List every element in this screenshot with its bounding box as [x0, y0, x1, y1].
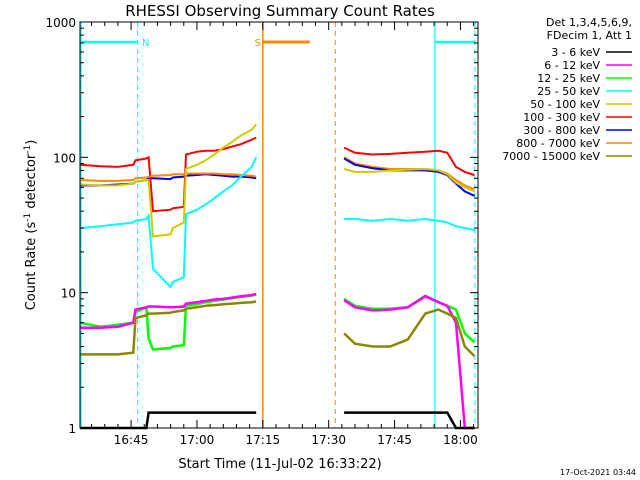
- legend-label: 3 - 6 keV: [551, 46, 600, 59]
- y-label-exp: -1: [23, 213, 33, 222]
- legend-label: 300 - 800 keV: [523, 124, 600, 137]
- y-tick-label: 1: [68, 422, 76, 436]
- y-label-part: ): [24, 140, 39, 145]
- series-line: [343, 167, 475, 193]
- legend-label: 25 - 50 keV: [537, 85, 600, 98]
- legend-header-line: FDecim 1, Att 1: [547, 29, 632, 42]
- legend-header-line: Det 1,3,4,5,6,9,: [546, 16, 632, 29]
- x-axis-label: Start Time (11-Jul-02 16:33:22): [178, 457, 381, 472]
- legend-label: 7000 - 15000 keV: [502, 150, 600, 163]
- y-axis: 1 10 100 1000: [45, 16, 478, 436]
- legend-label: 50 - 100 keV: [530, 98, 600, 111]
- series-line: [80, 123, 257, 238]
- x-tick-label: 18:00: [443, 433, 478, 447]
- x-tick-label: 16:45: [114, 433, 149, 447]
- series-line: [80, 300, 257, 356]
- series-line: [343, 157, 475, 197]
- y-label-part: Count Rate (s: [24, 222, 39, 311]
- series-line: [344, 411, 475, 430]
- series-line: [80, 411, 257, 430]
- legend-label: 12 - 25 keV: [537, 72, 600, 85]
- legend-label: 6 - 12 keV: [544, 59, 600, 72]
- series-line: [343, 308, 476, 357]
- series-line: [343, 156, 475, 191]
- y-tick-label: 100: [53, 151, 76, 165]
- x-tick-label: 17:30: [311, 433, 346, 447]
- chart-title: RHESSI Observing Summary Count Rates: [125, 2, 435, 20]
- y-axis-label: Count Rate (s-1 detector-1): [23, 140, 39, 311]
- series-line: [343, 146, 475, 176]
- series-line: [344, 217, 475, 232]
- x-tick-label: 17:15: [246, 433, 281, 447]
- orbit-marker-label: S: [255, 38, 261, 49]
- x-axis: 16:45 17:00 17:15 17:30 17:45 18:00: [91, 22, 478, 447]
- plot-frame: [79, 21, 479, 429]
- legend: Det 1,3,4,5,6,9, FDecim 1, Att 1 3 - 6 k…: [502, 16, 632, 163]
- legend-label: 800 - 7000 keV: [516, 137, 600, 150]
- series-line: [80, 136, 257, 213]
- series-line: [343, 294, 475, 430]
- y-label-exp: -1: [23, 145, 33, 154]
- x-tick-label: 17:45: [377, 433, 412, 447]
- series-line: [80, 156, 258, 289]
- y-label-part: detector: [24, 153, 39, 213]
- legend-label: 100 - 300 keV: [523, 111, 600, 124]
- orbit-marker-label: N: [142, 38, 149, 49]
- series-line: [80, 172, 257, 182]
- y-tick-label: 1000: [45, 16, 76, 30]
- y-tick-label: 10: [61, 287, 76, 301]
- series-line: [80, 292, 257, 330]
- x-tick-label: 17:00: [180, 433, 215, 447]
- footer-timestamp: 17-Oct-2021 03:44: [560, 468, 636, 477]
